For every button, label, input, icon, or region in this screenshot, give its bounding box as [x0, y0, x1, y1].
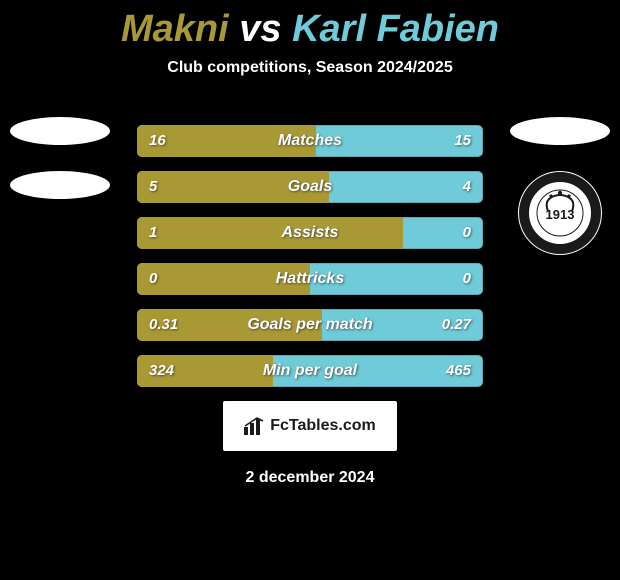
- stat-row-matches: Matches16 15: [137, 125, 483, 157]
- comparison-bars: Matches1615Goals54Assists10Hattricks00Go…: [137, 125, 483, 387]
- stat-value-left: 16: [149, 125, 166, 157]
- stat-value-right: 0: [463, 217, 471, 249]
- left-team-badges: [10, 117, 110, 225]
- stat-label: Goals per match: [137, 309, 483, 341]
- title-player2: Karl Fabien: [292, 8, 499, 50]
- stat-row-goals: Goals5 4: [137, 171, 483, 203]
- stat-value-right: 15: [454, 125, 471, 157]
- stat-value-right: 0: [463, 263, 471, 295]
- stat-value-left: 324: [149, 355, 174, 387]
- stat-value-left: 0: [149, 263, 157, 295]
- title-player1: Makni: [121, 8, 229, 50]
- stat-row-hattricks: Hattricks0 0: [137, 263, 483, 295]
- brand-logo-text: FcTables.com: [244, 417, 376, 435]
- team-badge-placeholder: [10, 117, 110, 145]
- stat-value-left: 0.31: [149, 309, 178, 341]
- stat-row-min-per-goal: Min per goal324 465: [137, 355, 483, 387]
- stat-label: Matches: [137, 125, 483, 157]
- stat-label: Assists: [137, 217, 483, 249]
- subtitle: Club competitions, Season 2024/2025: [0, 59, 620, 77]
- team-crest: 1913 СЛАВИЯ: [518, 171, 602, 255]
- team-badge-placeholder: [10, 171, 110, 199]
- stat-label: Goals: [137, 171, 483, 203]
- stat-label: Min per goal: [137, 355, 483, 387]
- crest-icon: 1913 СЛАВИЯ: [518, 171, 602, 255]
- stat-row-goals-per-match: Goals per match0.31 0.27: [137, 309, 483, 341]
- stat-value-right: 4: [463, 171, 471, 203]
- title-vs: vs: [239, 8, 281, 50]
- stat-value-right: 0.27: [442, 309, 471, 341]
- team-badge-placeholder: [510, 117, 610, 145]
- stat-value-left: 1: [149, 217, 157, 249]
- brand-logo: FcTables.com: [223, 401, 397, 451]
- svg-text:1913: 1913: [546, 207, 575, 222]
- chart-icon: [244, 417, 266, 435]
- page-title: Makni vs Karl Fabien: [0, 0, 620, 51]
- stat-row-assists: Assists1 0: [137, 217, 483, 249]
- stat-value-left: 5: [149, 171, 157, 203]
- comparison-chart: 1913 СЛАВИЯ Matches1615Goals54Assists10H…: [0, 125, 620, 387]
- right-team-badges: 1913 СЛАВИЯ: [510, 117, 610, 255]
- footer-date: 2 december 2024: [0, 469, 620, 487]
- stat-value-right: 465: [446, 355, 471, 387]
- brand-name: FcTables.com: [270, 417, 376, 435]
- stat-label: Hattricks: [137, 263, 483, 295]
